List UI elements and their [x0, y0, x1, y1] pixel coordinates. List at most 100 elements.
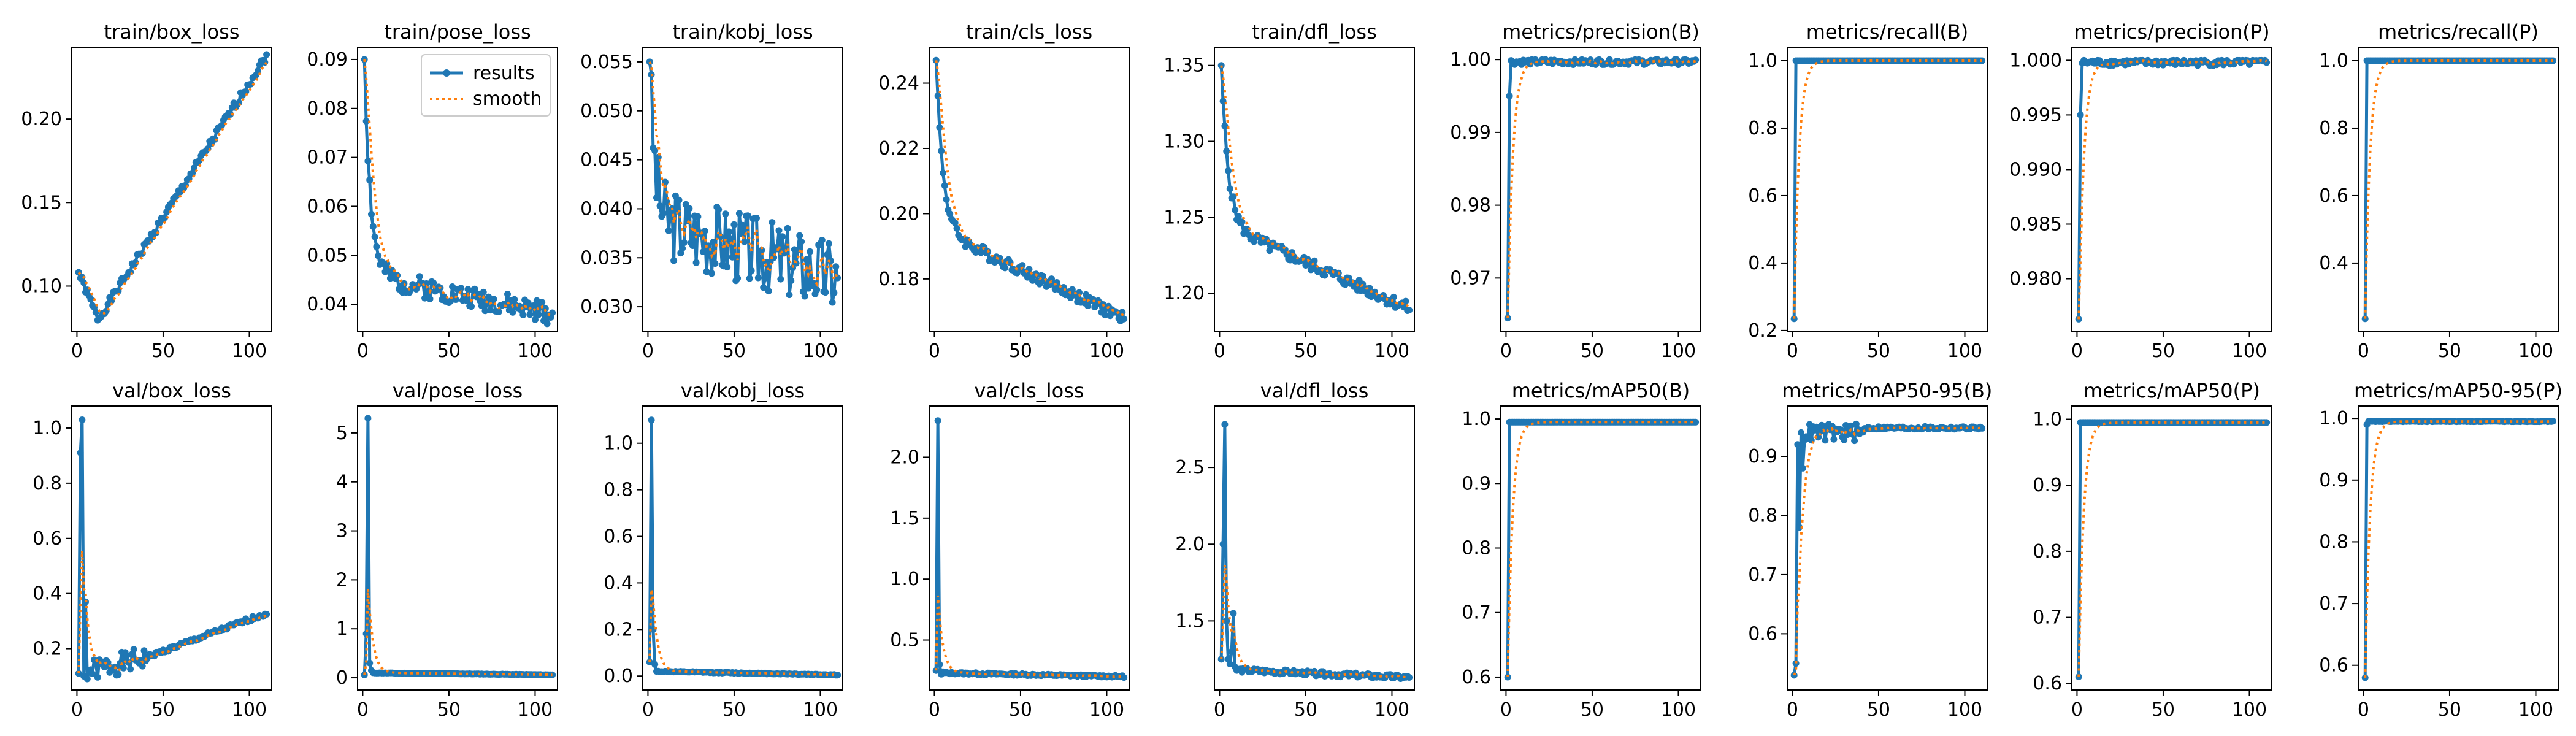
- y-tick-label: 0.6: [2319, 655, 2348, 677]
- results-point: [717, 233, 724, 240]
- x-tick-label: 50: [723, 340, 746, 362]
- results-point: [247, 80, 255, 88]
- series-smooth-line: [77, 551, 267, 674]
- plot-area: [2075, 56, 2271, 323]
- results-point: [79, 416, 86, 423]
- results-point: [826, 240, 832, 247]
- results-point: [242, 88, 250, 95]
- results-point: [1402, 297, 1409, 305]
- y-tick-label: 0.6: [2319, 185, 2348, 207]
- results-point: [689, 242, 696, 249]
- axes-frame: [929, 47, 1130, 332]
- results-point: [818, 237, 826, 243]
- results-point: [726, 228, 732, 236]
- series-results-line: [1506, 58, 1697, 318]
- subplot-val-cls-loss: val/cls_loss 0 50 100 0.5 1.0 1.5 2.0: [890, 379, 1130, 721]
- results-point: [1813, 423, 1820, 431]
- plot-area: [646, 416, 841, 679]
- axes-frame: [2071, 405, 2272, 691]
- results-point: [711, 260, 719, 267]
- x-tick-label: 50: [151, 340, 175, 362]
- subplot-metrics-recall-b-: metrics/recall(B) 0 50 100 0.2 0.4 0.6 0.8 1.0: [1748, 20, 1988, 362]
- plot-area: [1217, 62, 1413, 314]
- results-point: [2077, 111, 2084, 118]
- y-tick-label: 1.0: [890, 569, 919, 590]
- y-tick-label: 0.035: [580, 247, 633, 269]
- results-point: [362, 118, 370, 125]
- x-tick-label: 100: [1089, 699, 1124, 721]
- axes-frame: [642, 405, 843, 691]
- results-point: [962, 243, 969, 250]
- plot-area: [1790, 57, 1986, 323]
- series-smooth-line: [2077, 421, 2267, 677]
- results-point: [694, 213, 702, 220]
- legend-results-marker: [443, 69, 450, 77]
- results-point: [660, 210, 667, 217]
- results-point: [2550, 418, 2557, 425]
- x-tick-label: 100: [1661, 699, 1696, 721]
- x-tick-label: 0: [2071, 340, 2083, 362]
- series-smooth-line: [1220, 65, 1410, 309]
- results-point: [261, 59, 269, 66]
- results-point: [951, 220, 959, 226]
- y-tick-label: 0.4: [1748, 253, 1777, 274]
- results-point: [430, 279, 437, 286]
- results-point: [535, 311, 542, 318]
- x-tick-label: 100: [232, 699, 267, 721]
- results-point: [703, 268, 710, 275]
- subplot-title: train/kobj_loss: [672, 20, 813, 44]
- axes-frame: [2358, 47, 2559, 332]
- results-point: [1223, 148, 1230, 155]
- results-point: [132, 259, 139, 266]
- results-point: [807, 248, 814, 255]
- subplot-train-dfl-loss: train/dfl_loss 0 50 100 1.20 1.25 1.30 1.35: [1163, 20, 1415, 362]
- y-tick-label: 1.20: [1163, 283, 1205, 304]
- results-point: [953, 224, 960, 232]
- y-tick-label: 0.06: [307, 196, 348, 217]
- plot-area: [932, 417, 1128, 681]
- results-point: [127, 665, 134, 673]
- results-point: [760, 284, 767, 291]
- plot-area: [932, 56, 1128, 324]
- results-point: [824, 251, 831, 258]
- y-tick-label: 2.0: [1175, 534, 1205, 555]
- results-point: [161, 214, 169, 221]
- subplot-train-kobj-loss: train/kobj_loss 0 50 100 0.030 0.035 0.040 0.04…: [580, 20, 843, 362]
- results-point: [724, 264, 731, 271]
- y-tick-label: 1.35: [1163, 55, 1205, 77]
- y-tick-label: 0.4: [2319, 253, 2348, 274]
- results-point: [707, 248, 714, 255]
- results-point: [364, 415, 372, 422]
- results-point: [371, 233, 378, 240]
- results-point: [1311, 257, 1318, 264]
- plot-area: [361, 56, 556, 328]
- y-tick-label: 1.0: [33, 418, 62, 439]
- results-point: [730, 221, 738, 228]
- subplot-title: metrics/recall(P): [2378, 20, 2539, 44]
- results-point: [549, 309, 556, 316]
- legend: results smooth: [421, 54, 551, 117]
- results-point: [777, 275, 784, 283]
- y-tick-label: 0.7: [2033, 607, 2062, 629]
- subplot-val-pose-loss: val/pose_loss 0 50 100 0 1 2 3 4 5: [336, 379, 558, 721]
- subplot-metrics-recall-p-: metrics/recall(P) 0 50 100 0.4 0.6 0.8 1.0: [2319, 20, 2559, 362]
- y-tick-label: 0.24: [878, 73, 919, 94]
- results-point: [218, 122, 225, 129]
- axes-frame: [71, 47, 272, 332]
- results-point: [75, 670, 82, 677]
- series-results-line: [2363, 59, 2553, 319]
- axes-frame: [2358, 405, 2559, 691]
- results-point: [770, 254, 778, 261]
- results-point: [729, 253, 736, 261]
- subplot-title: val/pose_loss: [393, 379, 523, 402]
- results-point: [369, 223, 377, 230]
- series-results-line: [1792, 422, 1984, 676]
- results-point: [189, 169, 196, 177]
- y-tick-label: 0.8: [604, 480, 633, 501]
- results-point: [368, 210, 375, 218]
- y-tick-label: 0.07: [307, 147, 348, 169]
- results-point: [1232, 207, 1239, 213]
- results-point: [786, 291, 793, 299]
- y-tick-label: 0.8: [2033, 541, 2062, 562]
- results-point: [827, 257, 834, 264]
